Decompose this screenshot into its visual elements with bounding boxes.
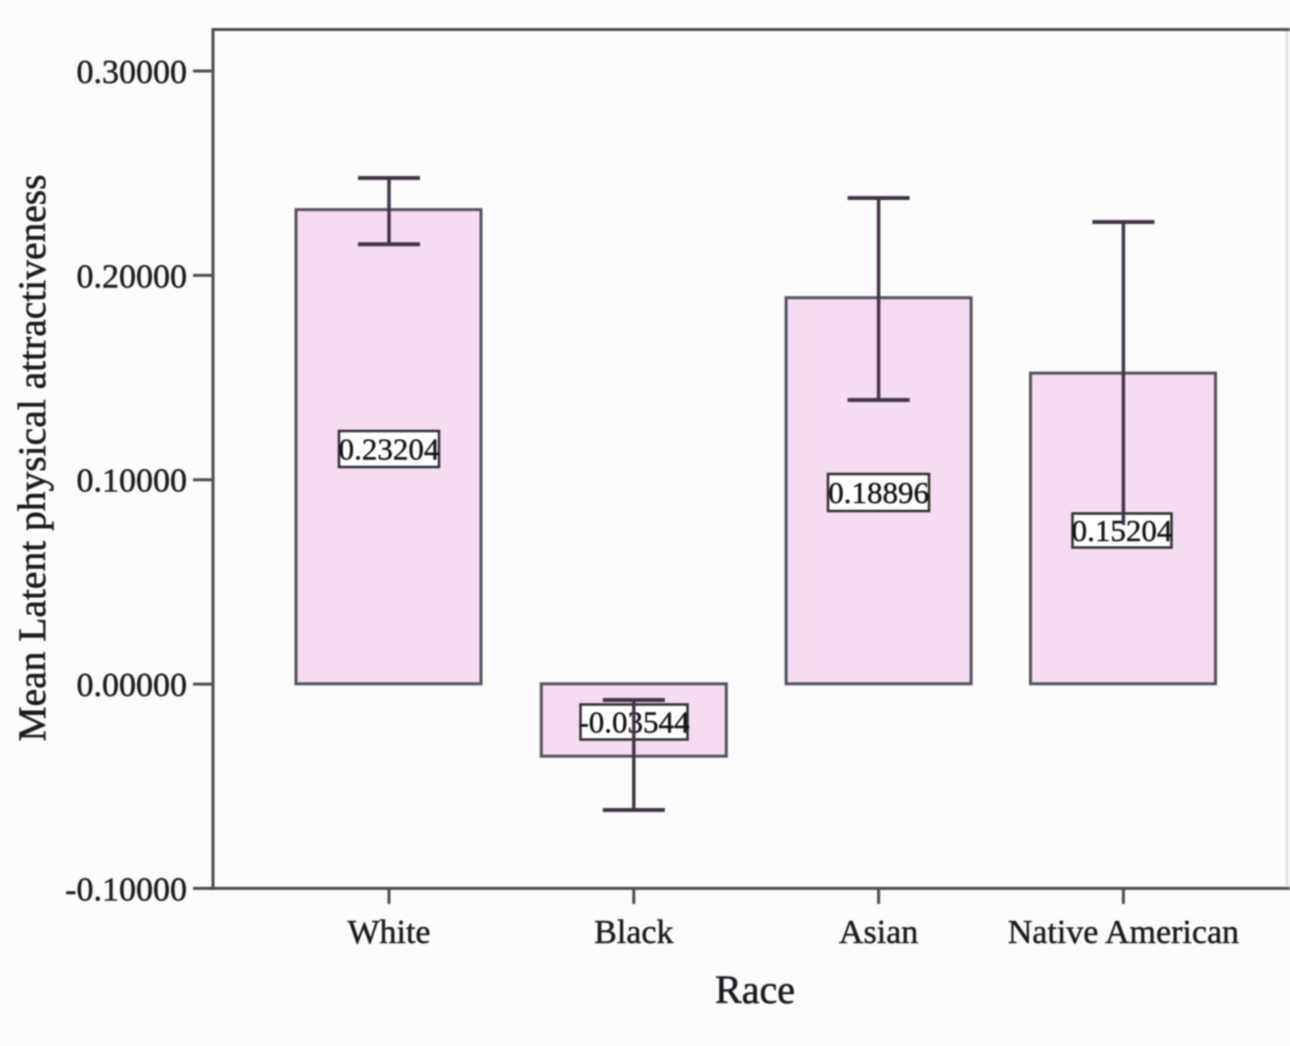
svg-text:0.10000: 0.10000 bbox=[77, 463, 188, 500]
svg-text:0.15204: 0.15204 bbox=[1072, 513, 1173, 548]
svg-text:Native American: Native American bbox=[1008, 914, 1239, 951]
svg-text:White: White bbox=[347, 914, 430, 951]
svg-text:-0.10000: -0.10000 bbox=[65, 871, 187, 908]
svg-text:0.20000: 0.20000 bbox=[77, 258, 188, 295]
svg-text:Asian: Asian bbox=[839, 914, 918, 951]
svg-text:Black: Black bbox=[594, 914, 673, 951]
svg-text:0.18896: 0.18896 bbox=[828, 475, 929, 510]
svg-text:0.30000: 0.30000 bbox=[77, 54, 188, 91]
svg-text:Race: Race bbox=[715, 967, 795, 1012]
svg-text:0.23204: 0.23204 bbox=[339, 432, 440, 467]
svg-text:0.00000: 0.00000 bbox=[77, 667, 188, 704]
svg-text:Mean Latent physical attractiv: Mean Latent physical attractiveness bbox=[10, 174, 54, 741]
